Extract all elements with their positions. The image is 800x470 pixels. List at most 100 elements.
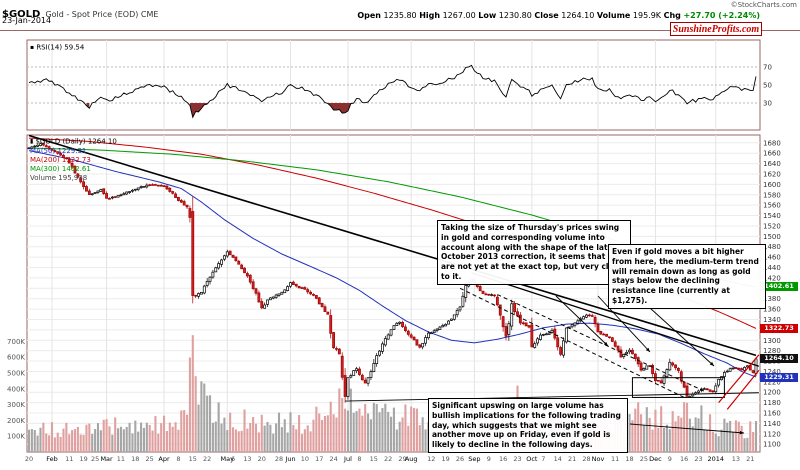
ma200-value-callout: 1322.73 [760,323,798,333]
legend-ma300: MA(300) 1402.61 [30,164,91,173]
date-axis-label: 18 [131,455,139,463]
copyright[interactable]: ©StockCharts.com [730,1,797,9]
date-axis-label: Sep [468,455,480,463]
date-axis-label: 25 [640,455,648,463]
trendline [726,370,760,410]
arrowhead [603,341,608,346]
price-axis-label: 1520 [763,222,781,230]
date-axis-label: 7 [541,455,545,463]
price-axis-label: 1200 [763,389,781,397]
date-axis-label: 16 [499,455,507,463]
date-axis-label: 15 [189,455,197,463]
date-axis-label: 18 [625,455,633,463]
date-axis-label: 8 [176,455,180,463]
sunshineprofits-logo[interactable]: SunshineProfits.com [670,22,762,36]
date-axis-label: Aug [405,455,418,463]
volume-axis-label: 300K [7,401,25,409]
price-axis-label: 1120 [763,430,781,438]
date-axis-label: Feb [46,455,58,463]
rsi-label: RSI(14) [36,43,63,52]
volume-axis-label: 400K [7,385,25,393]
price-axis-label: 1460 [763,254,781,262]
price-axis-label: 1440 [763,264,781,272]
ma50-value-callout: 1229.31 [760,372,798,382]
date-axis-label: 23 [513,455,521,463]
rsi-axis-label: 30 [763,100,772,108]
chg-value: +27.70 (+2.24%) [683,11,760,20]
arrowhead [709,361,714,366]
volume-axis-label: 500K [7,370,25,378]
date-axis-label: 21 [568,455,576,463]
rsi-oversold-fill [327,103,354,114]
price-axis-label: 1380 [763,295,781,303]
price-axis-label: 1100 [763,441,781,449]
price-axis-label: 1220 [763,378,781,386]
open-label: Open [357,11,381,20]
volume-axis-label: 700K [7,338,25,346]
date-axis-label: 29 [398,455,406,463]
price-axis-label: 1140 [763,420,781,428]
legend-ma50: MA(50) 1229.31 [30,146,87,155]
price-axis-label: 1560 [763,202,781,210]
close-label: Close [534,11,559,20]
close-value: 1264.10 [561,11,595,20]
date-axis-label: 19 [79,455,87,463]
volume-value: 195.9K [632,11,662,20]
price-axis-label: 1160 [763,410,781,418]
price-axis-label: 1420 [763,274,781,282]
date-axis-label: 24 [329,455,337,463]
volume-axis-label: 100K [7,433,25,441]
trendline [345,392,759,402]
price-axis-label: 1500 [763,233,781,241]
price-axis-label: 1360 [763,306,781,314]
date-axis-label: 20 [25,455,33,463]
rsi-axis-label: 70 [763,64,772,72]
pattern-rect [631,377,725,398]
date-axis-label: 19 [442,455,450,463]
date-axis-label: 21 [746,455,754,463]
arrowhead [645,347,650,352]
date-axis-label: 10 [301,455,309,463]
price-axis-label: 1580 [763,191,781,199]
legend-symbol: ▮ $GOLD (Daily) 1264.10 [30,137,117,147]
open-value: 1235.80 [383,11,417,20]
date-axis-label: 25 [146,455,154,463]
trendline [471,272,760,367]
high-label: High [419,11,441,20]
legend-symbol-value: 1264.10 [87,137,117,146]
main-legend: ▮ $GOLD (Daily) 1264.10 MA(50) 1229.31 M… [30,137,117,183]
arr-layer [555,295,745,435]
date-axis-label: 20 [258,455,266,463]
annotation-box-3: Significant upswing on large volume has … [428,398,628,453]
date-axis-label: Mar [100,455,113,463]
rsi-axis-label: 50 [763,82,772,90]
annotation-box-1: Taking the size of Thursday's prices swi… [437,220,631,285]
tr-layer [28,135,760,410]
arrowhead [739,430,744,435]
date-axis-label: 11 [611,455,619,463]
date-axis-label: May [221,455,235,463]
trendline [497,294,705,392]
price-axis-label: 1680 [763,139,781,147]
annotation-box-2: Even if gold moves a bit higher from her… [608,244,766,309]
price-axis-label: 1660 [763,150,781,158]
ma50-line [28,150,757,378]
price-axis-label: 1620 [763,170,781,178]
price-axis-label: 1180 [763,399,781,407]
chart-date: 23-Jan-2014 [2,16,52,25]
date-axis-label: 9 [668,455,672,463]
rsi-layer [28,64,757,119]
date-axis-label: 26 [456,455,464,463]
date-axis-label: 14 [554,455,562,463]
date-axis-label: Jul [343,455,352,463]
date-axis-label: 11 [65,455,73,463]
trendline [718,354,760,404]
price-axis-label: 1640 [763,160,781,168]
date-axis-label: Apr [158,455,170,463]
chg-label: Chg [663,11,681,20]
date-axis-label: 25 [91,455,99,463]
indicator-icon: ▪ [30,44,35,51]
date-axis-label: 15 [370,455,378,463]
rsi-legend: ▪ RSI(14) 59.54 [30,43,84,53]
